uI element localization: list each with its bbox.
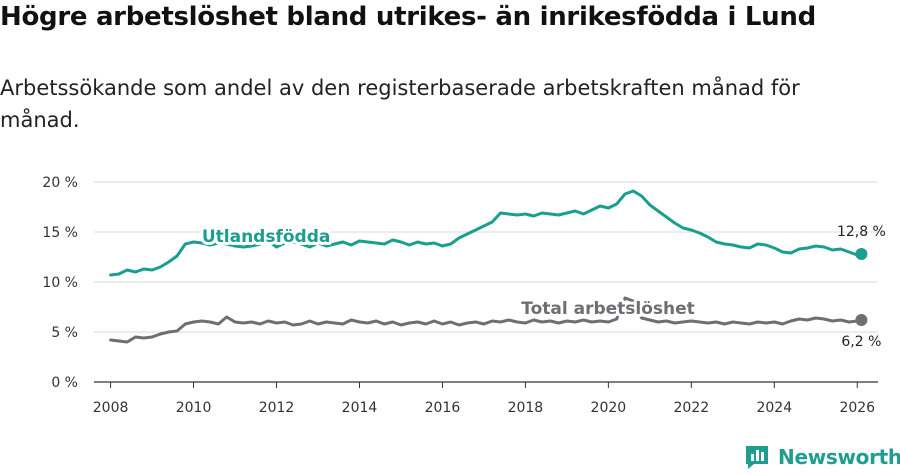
y-tick-label: 0 %: [51, 375, 78, 391]
y-tick-label: 5 %: [51, 325, 78, 341]
series-lines: [109, 189, 868, 344]
x-tick-label: 2016: [425, 400, 461, 416]
x-tick-label: 2022: [674, 400, 710, 416]
x-tick-label: 2008: [93, 400, 129, 416]
x-tick-label: 2024: [756, 400, 792, 416]
chart-title: Högre arbetslöshet bland utrikes- än inr…: [0, 2, 816, 32]
y-tick-label: 15 %: [42, 225, 78, 241]
chart-subtitle: Arbetssökande som andel av den registerb…: [0, 76, 800, 132]
y-tick-label: 20 %: [42, 175, 78, 191]
x-tick-label: 2010: [176, 400, 212, 416]
y-tick-label: 10 %: [42, 275, 78, 291]
axes: 0 % 5 % 10 % 15 % 20 % 2008 2010 2012 2014 2016 20…: [42, 175, 875, 416]
end-label-utlandsfodda: 12,8 %: [837, 224, 886, 240]
x-tick-label: 2026: [839, 400, 875, 416]
series-label-halo-utlandsfodda: Utlandsfödda: [202, 227, 331, 247]
series-label-total: Total arbetslöshet: [521, 299, 695, 319]
series-label-halo-total: Total arbetslöshet: [521, 299, 695, 319]
x-tick-label: 2012: [259, 400, 295, 416]
end-label-total: 6,2 %: [841, 334, 881, 350]
bar-chart-logo-icon: [746, 446, 768, 469]
series-line-utlandsfodda: [109, 189, 863, 277]
series-label-utlandsfodda: Utlandsfödda: [202, 227, 331, 247]
end-point-total: [855, 314, 868, 326]
x-tick-label: 2018: [508, 400, 544, 416]
newsworthy-logo: Newsworthy: [744, 442, 900, 472]
x-tick-label: 2020: [591, 400, 627, 416]
end-point-utlandsfodda: [855, 248, 868, 260]
logo-text: Newsworthy: [778, 445, 900, 469]
series-line-total: [109, 296, 863, 344]
x-tick-label: 2014: [342, 400, 378, 416]
grid-lines: [94, 181, 878, 383]
